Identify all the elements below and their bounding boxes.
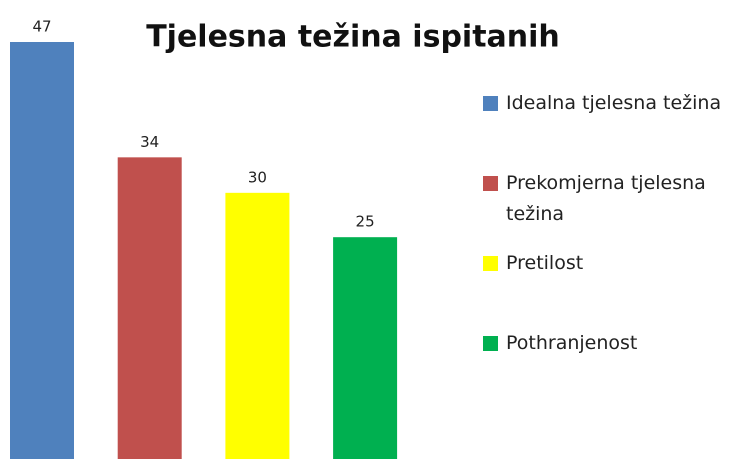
legend-entry: Prekomjerna tjelesna težina xyxy=(483,168,740,230)
legend-swatch xyxy=(483,96,498,111)
legend-label: Pretilost xyxy=(506,252,584,274)
legend-entry: Pothranjenost xyxy=(483,328,740,359)
data-label: 25 xyxy=(356,213,375,231)
bar xyxy=(333,237,398,459)
legend-label: Idealna tjelesna težina xyxy=(506,92,722,114)
legend-swatch xyxy=(483,256,498,271)
data-label: 34 xyxy=(140,133,159,151)
legend-swatch xyxy=(483,176,498,191)
bar xyxy=(225,192,290,459)
legend-label: Pothranjenost xyxy=(506,332,638,354)
chart-title: Tjelesna težina ispitanih xyxy=(146,20,560,55)
data-label: 47 xyxy=(32,18,51,36)
legend-label: Prekomjerna tjelesna težina xyxy=(506,172,706,225)
legend-entry: Idealna tjelesna težina xyxy=(483,88,740,119)
bar xyxy=(117,157,182,459)
bar xyxy=(10,42,74,459)
legend-swatch xyxy=(483,336,498,351)
data-label: 30 xyxy=(248,168,267,186)
legend-entry: Pretilost xyxy=(483,248,740,279)
